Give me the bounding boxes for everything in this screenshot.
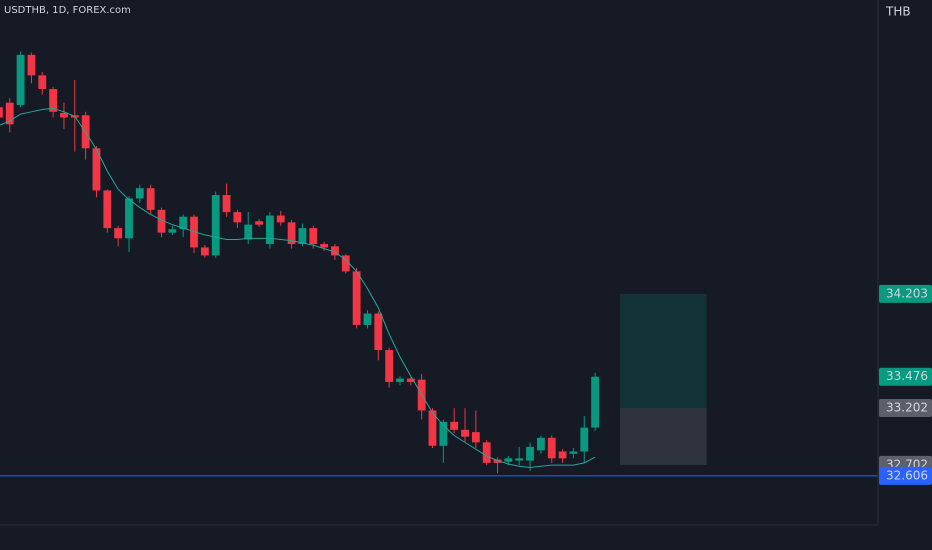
candle-body bbox=[5, 102, 14, 125]
price-label: 34.203 bbox=[886, 286, 928, 300]
price-label-box bbox=[879, 284, 932, 303]
price-label: 32.606 bbox=[886, 468, 928, 482]
candle-body bbox=[569, 451, 578, 454]
candle-body bbox=[385, 350, 394, 382]
candle-body bbox=[363, 313, 372, 325]
candle-body bbox=[266, 215, 274, 245]
candle-body bbox=[190, 216, 198, 248]
candle-body bbox=[341, 255, 350, 272]
candle-body bbox=[38, 75, 47, 90]
candle-body bbox=[287, 222, 296, 245]
candle-body bbox=[92, 148, 101, 191]
candle-body bbox=[222, 195, 231, 213]
chart-title: USDTHB, 1D, FOREX.com bbox=[4, 5, 131, 16]
candle-body bbox=[309, 228, 318, 245]
position-profit-zone bbox=[620, 293, 707, 408]
candle-body bbox=[146, 188, 155, 210]
candle-body bbox=[200, 247, 209, 256]
candle-body bbox=[352, 271, 361, 325]
candle-body bbox=[157, 209, 166, 233]
candle-body bbox=[536, 437, 545, 451]
candle-body bbox=[558, 451, 567, 459]
candle-body bbox=[320, 244, 329, 248]
position-loss-zone bbox=[620, 407, 707, 465]
candle-body bbox=[482, 442, 491, 463]
candle-body bbox=[428, 410, 437, 446]
candle-body bbox=[211, 195, 220, 256]
candle-body bbox=[168, 229, 177, 233]
candle-body bbox=[49, 89, 58, 112]
candle-body bbox=[374, 313, 383, 351]
candle-body bbox=[27, 54, 36, 76]
price-label-box bbox=[879, 466, 932, 485]
candle-body bbox=[125, 198, 133, 239]
candle-body bbox=[233, 212, 242, 223]
currency-label: THB bbox=[885, 5, 911, 19]
candle-body bbox=[276, 215, 285, 223]
moving-average bbox=[0, 107, 596, 468]
candle-body bbox=[0, 107, 3, 118]
candle-body bbox=[179, 216, 188, 230]
candle-body bbox=[471, 432, 480, 443]
price-label-box bbox=[879, 398, 932, 417]
candle-body bbox=[114, 228, 123, 239]
price-label: 33.202 bbox=[886, 400, 928, 414]
candle-body bbox=[439, 421, 448, 446]
candle-body bbox=[298, 228, 307, 245]
candle-body bbox=[461, 429, 469, 437]
candle-body bbox=[396, 378, 404, 382]
candle-body bbox=[60, 112, 68, 118]
candle-body bbox=[103, 190, 112, 229]
candle-body bbox=[515, 458, 524, 461]
candle-body bbox=[493, 459, 502, 463]
candle-body bbox=[591, 376, 599, 428]
price-label-box bbox=[879, 367, 932, 386]
candle-body bbox=[526, 446, 534, 461]
candle-body bbox=[580, 427, 589, 452]
candle-body bbox=[255, 221, 263, 225]
candle-body bbox=[547, 437, 556, 459]
candle-body bbox=[16, 54, 25, 105]
candle-body bbox=[331, 246, 339, 256]
candle-body bbox=[450, 421, 459, 430]
candle-body bbox=[406, 378, 415, 382]
candle-body bbox=[504, 458, 513, 462]
candle-body bbox=[244, 224, 253, 240]
candle-body bbox=[135, 188, 144, 199]
price-label: 33.476 bbox=[886, 369, 928, 383]
